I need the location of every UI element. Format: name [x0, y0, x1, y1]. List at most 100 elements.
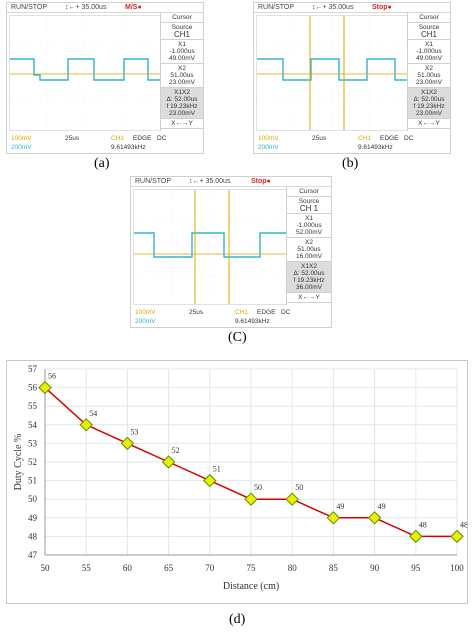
cursor-x2[interactable]: X2 51.00us 16.00mV	[287, 238, 331, 262]
cursor-x1[interactable]: X1 -1.000us 52.00mV	[287, 214, 331, 238]
cursor-panel: Cursor Source CH1 X1 -1.000us 49.00mV X2…	[407, 13, 450, 131]
x-axis-title: Distance (cm)	[223, 581, 279, 592]
scope-statusbar: 100mV 200mV 25us CH1 EDGE DC 9.61493kHz	[7, 134, 203, 153]
x2-time: 51.00us	[170, 72, 194, 79]
y-axis-title: Duty Cycle %	[13, 434, 24, 491]
cursor-mode[interactable]: X←→Y	[287, 293, 331, 303]
x1-label: X1	[305, 215, 313, 222]
timebase: 25us	[189, 309, 204, 316]
trigger-channel: CH1	[358, 135, 372, 142]
waveform-svg	[257, 16, 407, 130]
trigger-type: EDGE	[133, 135, 152, 142]
cursor-title: Cursor	[161, 13, 203, 23]
y-tick-label: 53	[28, 438, 38, 448]
data-label: 48	[419, 520, 427, 529]
horizontal-position: ↕←+ 35.00us	[189, 178, 231, 185]
cursor-x2[interactable]: X2 51.00us 23.00mV	[408, 64, 450, 88]
source-value: CH1	[420, 30, 437, 39]
ch1-scale: 100mV	[258, 135, 279, 142]
ch2-waveform	[257, 58, 407, 81]
cursor-mode[interactable]: X←→Y	[161, 119, 203, 129]
caption-d: (d)	[229, 612, 246, 627]
coupling: DC	[404, 135, 414, 142]
x2-voltage: 23.00mV	[415, 79, 443, 86]
cursor-delta[interactable]: X1X2 Δ: 52.00us f 19.23kHz 36.00mV	[287, 262, 331, 293]
delta-voltage: 23.00mV	[168, 110, 196, 117]
grid	[10, 16, 160, 130]
cursor-panel: Cursor Source CH1 X1 -1.000us 49.00mV X2…	[160, 13, 203, 131]
timebase: 25us	[65, 135, 80, 142]
data-point	[409, 529, 423, 544]
trigger-type: EDGE	[257, 309, 276, 316]
delta-frequency: f 19.23kHz	[413, 103, 445, 110]
source-selector[interactable]: Source CH1	[161, 23, 203, 40]
scope-statusbar: 100mV 200mV 25us CH1 EDGE DC 9.61493kHz	[254, 134, 450, 153]
delta-voltage: 23.00mV	[415, 110, 443, 117]
ch2-scale: 200mV	[258, 144, 279, 151]
cursor-delta[interactable]: X1X2 Δ: 52.00us f 19.23kHz 23.00mV	[161, 88, 203, 119]
data-label: 49	[378, 502, 386, 511]
trigger-type: EDGE	[380, 135, 399, 142]
x1-voltage: 52.00mV	[295, 229, 323, 236]
x2-voltage: 16.00mV	[295, 253, 323, 260]
y-tick-label: 55	[28, 401, 38, 411]
cursor-delta[interactable]: X1X2 Δ: 52.00us f 19.23kHz 23.00mV	[408, 88, 450, 119]
data-label: 52	[172, 446, 180, 455]
source-selector[interactable]: Source CH1	[408, 23, 450, 40]
delta-label: X1X2	[301, 263, 317, 270]
x2-label: X2	[425, 65, 433, 72]
delta-frequency: f 19.23kHz	[293, 277, 325, 284]
duty-cycle-chart: 47 48 49 50 51 52 53 54 55 56 57 50 55 60 65 70 75 80 85 90…	[6, 360, 468, 604]
data-point	[79, 418, 93, 432]
y-tick-label: 56	[28, 383, 38, 393]
waveform-screen	[9, 15, 161, 131]
data-point	[120, 436, 135, 451]
source-label: Source	[171, 24, 193, 31]
data-label: 50	[254, 483, 262, 492]
x1-time: -1.000us	[296, 222, 322, 229]
delta-voltage: 36.00mV	[295, 284, 323, 291]
y-tick-label: 54	[28, 420, 38, 430]
data-point	[161, 455, 176, 469]
timebase: 25us	[312, 135, 327, 142]
frequency-readout: 9.61493kHz	[358, 144, 393, 151]
ch1-scale: 100mV	[11, 135, 32, 142]
ch1-scale: 100mV	[135, 309, 156, 316]
scope-panel-b: RUN/STOP ↕←+ 35.00us Stop● Cursor Source…	[253, 2, 451, 154]
frequency-readout: 9.61493kHz	[111, 144, 146, 151]
data-label: 48	[460, 520, 467, 529]
trigger-channel: CH1	[235, 309, 249, 316]
x1-voltage: 49.00mV	[168, 55, 196, 62]
chart-svg: 47 48 49 50 51 52 53 54 55 56 57 50 55 60 65 70 75 80 85 90…	[13, 364, 468, 592]
x2-label: X2	[305, 239, 313, 246]
waveform-screen	[133, 189, 287, 305]
source-selector[interactable]: Source CH 1	[287, 197, 331, 214]
coupling: DC	[157, 135, 167, 142]
x-tick-label: 90	[370, 563, 380, 573]
x2-time: 51.00us	[297, 246, 321, 253]
cursor-title: Cursor	[287, 187, 331, 197]
x1-time: -1.000us	[169, 48, 195, 55]
cursor-x1[interactable]: X1 -1.000us 49.00mV	[161, 40, 203, 64]
x2-label: X2	[178, 65, 186, 72]
y-tick-label: 57	[28, 364, 38, 374]
delta-frequency: f 19.23kHz	[166, 103, 198, 110]
source-value: CH 1	[299, 204, 319, 213]
data-point	[285, 492, 299, 506]
delta-time: Δ: 52.00us	[413, 96, 445, 103]
y-tick-label: 49	[28, 513, 38, 523]
x-tick-label: 65	[164, 563, 174, 573]
ch2-scale: 200mV	[11, 144, 32, 151]
source-value: CH1	[173, 30, 190, 39]
trigger-status: RUN/STOP	[258, 4, 295, 11]
horizontal-position: ↕←+ 35.00us	[312, 4, 354, 11]
cursor-x1[interactable]: X1 -1.000us 49.00mV	[408, 40, 450, 64]
x-tick-label: 55	[82, 563, 92, 573]
cursor-mode[interactable]: X←→Y	[408, 119, 450, 129]
ch2-waveform	[134, 232, 286, 258]
waveform-svg	[134, 190, 286, 304]
cursor-title: Cursor	[408, 13, 450, 23]
cursor-x2[interactable]: X2 51.00us 23.00mV	[161, 64, 203, 88]
delta-label: X1X2	[174, 89, 190, 96]
acquisition-status: Stop●	[372, 4, 392, 11]
